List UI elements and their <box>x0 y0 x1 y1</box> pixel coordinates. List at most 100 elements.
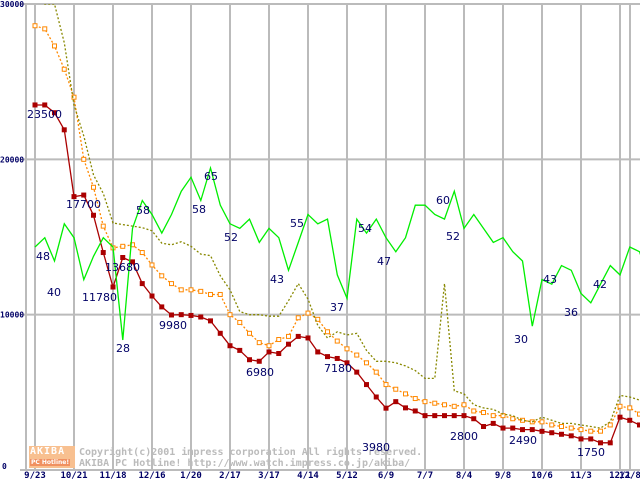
data-label: 43 <box>543 273 557 286</box>
data-point-price-orange <box>52 43 57 49</box>
data-label: 43 <box>270 273 284 286</box>
data-point-price-red <box>529 427 535 433</box>
data-point-price-red <box>432 413 438 419</box>
data-point-price-orange <box>120 243 126 249</box>
data-point-price-red <box>188 312 194 318</box>
x-tick-label: 12/8 <box>619 471 640 480</box>
series-group <box>32 4 640 446</box>
data-point-price-red <box>139 281 145 287</box>
data-point-price-red <box>295 333 301 339</box>
data-point-price-red <box>256 358 262 364</box>
data-label: 40 <box>47 286 61 299</box>
data-point-price-orange <box>208 291 213 297</box>
series-line-price-red <box>35 104 640 444</box>
data-point-price-red <box>617 414 623 420</box>
data-point-price-red <box>471 416 477 422</box>
data-point-price-orange <box>383 382 389 388</box>
data-point-price-red <box>559 431 564 437</box>
data-point-price-red <box>422 413 428 419</box>
data-point-price-red <box>520 427 525 433</box>
data-label: 58 <box>192 203 206 216</box>
data-point-price-red <box>578 436 584 442</box>
data-point-price-red <box>344 360 350 366</box>
data-point-price-orange <box>295 315 301 321</box>
data-point-price-orange <box>539 419 545 425</box>
data-label: 2490 <box>509 434 537 447</box>
data-label: 42 <box>593 278 607 291</box>
data-point-price-orange <box>607 422 613 428</box>
data-point-price-orange <box>32 23 38 29</box>
data-point-price-red <box>208 318 213 324</box>
data-point-price-red <box>500 425 506 431</box>
data-label: 13680 <box>105 261 140 274</box>
data-point-price-red <box>315 349 321 355</box>
data-point-price-red <box>32 102 38 108</box>
data-point-price-orange <box>442 402 447 408</box>
x-tick-label: 12/1 <box>609 471 631 480</box>
data-point-price-red <box>198 314 204 320</box>
data-point-price-red <box>52 110 57 116</box>
data-point-price-red <box>403 405 408 411</box>
data-point-price-orange <box>42 26 48 32</box>
data-point-price-orange <box>61 66 67 72</box>
data-point-price-red <box>227 343 233 349</box>
data-point-price-orange <box>149 262 155 268</box>
data-point-price-orange <box>344 346 350 352</box>
data-point-price-orange <box>432 400 438 406</box>
data-point-price-orange <box>81 156 87 162</box>
y-tick-label: 20000 <box>0 155 24 164</box>
data-point-price-red <box>549 430 555 436</box>
data-label: 52 <box>446 230 460 243</box>
data-point-price-red <box>217 330 223 336</box>
data-point-price-orange <box>412 396 418 402</box>
data-label: 6980 <box>246 366 274 379</box>
data-point-price-orange <box>169 281 174 287</box>
data-label: 28 <box>116 342 130 355</box>
data-point-price-orange <box>91 184 96 190</box>
data-label: 58 <box>136 204 150 217</box>
data-point-price-orange <box>451 403 457 409</box>
data-label: 54 <box>358 222 372 235</box>
data-label: 52 <box>224 231 238 244</box>
data-point-price-orange <box>178 287 184 293</box>
data-point-price-red <box>91 212 96 218</box>
x-tick-label: 6/9 <box>378 471 394 480</box>
series-line-count-green <box>34 165 640 341</box>
series-line-price-orange <box>34 25 640 432</box>
data-label: 3980 <box>362 441 390 454</box>
data-label: 47 <box>377 255 391 268</box>
data-point-price-orange <box>627 405 633 411</box>
x-tick-label: 8/4 <box>456 471 473 480</box>
data-point-price-red <box>159 304 165 310</box>
data-point-price-red <box>568 433 574 439</box>
data-point-price-red <box>149 293 155 299</box>
data-point-price-red <box>169 312 174 318</box>
data-point-price-orange <box>217 291 223 297</box>
data-point-price-red <box>598 440 603 446</box>
y-tick-label: 30000 <box>0 0 24 9</box>
data-point-price-orange <box>559 424 564 430</box>
data-point-price-orange <box>568 425 574 431</box>
data-label: 37 <box>330 301 344 314</box>
data-point-price-orange <box>256 340 262 346</box>
data-point-price-orange <box>471 408 477 414</box>
data-label: 55 <box>290 217 304 230</box>
data-label: 36 <box>564 306 578 319</box>
data-point-price-red <box>627 417 633 423</box>
x-tick-label: 10/6 <box>531 471 553 480</box>
copyright-text: Copyright(c)2001 impress corporation All… <box>79 446 422 458</box>
data-point-price-red <box>373 394 379 400</box>
data-point-price-orange <box>286 333 291 339</box>
data-point-price-orange <box>100 223 106 229</box>
data-point-price-red <box>61 127 67 133</box>
data-point-price-red <box>178 312 184 318</box>
series-line-price-olive <box>44 4 640 429</box>
site-url-text: AKIBA PC Hotline! http://www.watch.impre… <box>79 457 410 469</box>
data-point-price-orange <box>490 413 496 419</box>
data-label: 1750 <box>577 446 605 459</box>
data-point-price-orange <box>364 360 369 366</box>
data-label: 48 <box>36 250 50 263</box>
data-point-price-red <box>237 347 243 353</box>
data-point-price-red <box>334 355 340 361</box>
data-point-price-red <box>247 357 252 363</box>
